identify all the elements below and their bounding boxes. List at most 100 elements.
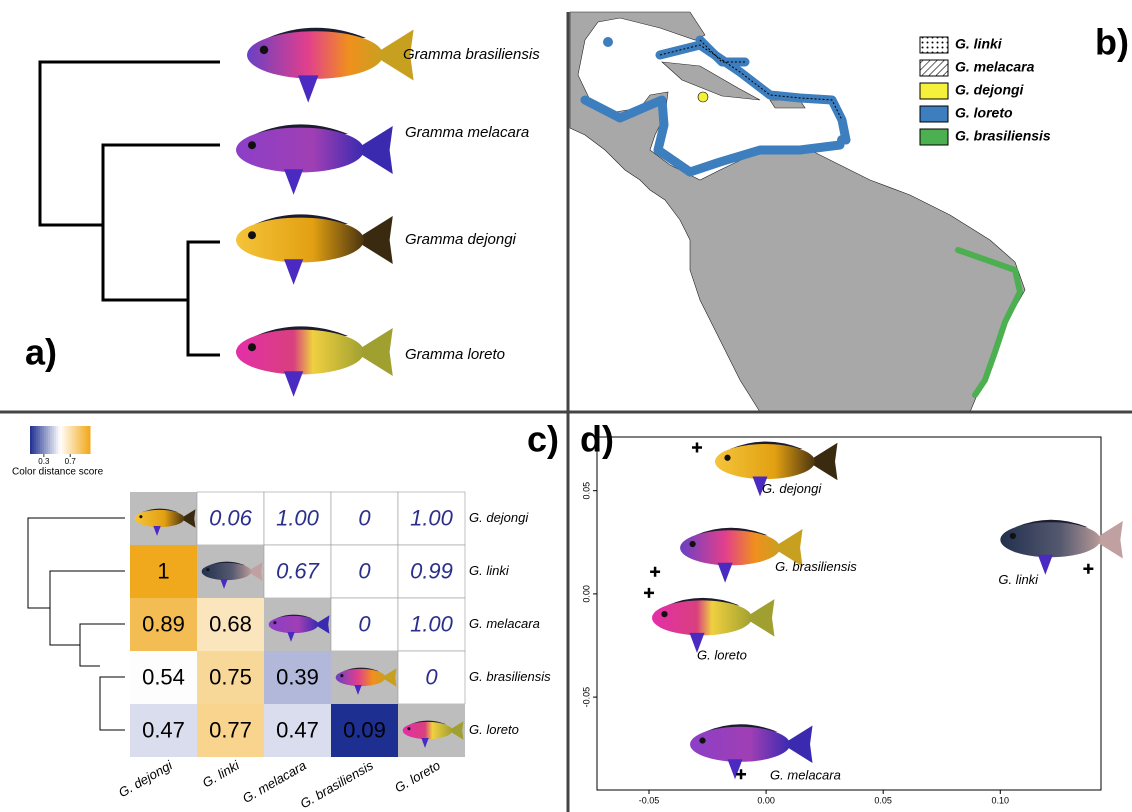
cell-value: 0.06 xyxy=(209,505,253,530)
cell-value: 1 xyxy=(157,558,169,583)
fish-body xyxy=(236,218,364,263)
fish-fin xyxy=(284,371,303,397)
fish-body xyxy=(715,444,815,479)
cell-value: 0 xyxy=(358,611,371,636)
fish-eye xyxy=(1010,533,1016,539)
fish-eye xyxy=(248,231,256,239)
y-tick-label: 0.05 xyxy=(581,482,591,500)
figure: G. linki G. melacara G. dejongi G. loreto G.… xyxy=(0,0,1132,812)
legend-swatch xyxy=(920,106,948,122)
fish-eye xyxy=(206,568,209,571)
fish-eye xyxy=(689,541,695,547)
legend-label: G. melacara xyxy=(955,59,1035,75)
dendrogram xyxy=(28,518,125,730)
colorbar-tick-label: 0.3 xyxy=(38,457,50,466)
fish-eye xyxy=(273,621,276,624)
cell-value: 0 xyxy=(358,505,371,530)
column-label: G. dejongi xyxy=(116,757,176,800)
fish-eye xyxy=(724,455,730,461)
legend-label: G. loreto xyxy=(955,105,1013,121)
fish-eye xyxy=(139,515,142,518)
cell-value: 0.09 xyxy=(343,717,386,742)
legend-swatch xyxy=(920,83,948,99)
row-label: G. melacara xyxy=(469,616,540,631)
cell-value: 0.47 xyxy=(142,717,185,742)
point-label: G. loreto xyxy=(697,647,747,662)
row-label: G. brasiliensis xyxy=(469,669,551,684)
cell-value: 0.39 xyxy=(276,664,319,689)
fish-body xyxy=(1000,522,1100,557)
colorbar-tick-label: 0.7 xyxy=(65,457,77,466)
fish-eye xyxy=(699,737,705,743)
fish-image xyxy=(652,598,775,653)
x-tick-label: 0.10 xyxy=(992,795,1010,805)
cell-value: 0.77 xyxy=(209,717,252,742)
panel-label: a) xyxy=(25,332,57,373)
cell-value: 1.00 xyxy=(410,505,454,530)
fish-eye xyxy=(248,141,256,149)
cell-value: 0.75 xyxy=(209,664,252,689)
cell-value: 0.89 xyxy=(142,611,185,636)
fish-fin xyxy=(718,563,733,583)
cell-value: 0.47 xyxy=(276,717,319,742)
y-tick-label: -0.05 xyxy=(581,687,591,708)
point xyxy=(644,588,654,598)
legend-label: G. dejongi xyxy=(955,82,1025,98)
tip-label: Gramma brasiliensis xyxy=(403,46,540,63)
cell-value: 0.67 xyxy=(276,558,320,583)
cell-value: 0 xyxy=(358,558,371,583)
fish-image xyxy=(236,214,393,284)
point-label: G. dejongi xyxy=(762,481,822,496)
row-label: G. loreto xyxy=(469,722,519,737)
fish-body xyxy=(269,616,319,633)
fish-eye xyxy=(340,674,343,677)
phylogeny xyxy=(40,62,220,355)
point-label: G. brasiliensis xyxy=(775,559,857,574)
fish-body xyxy=(336,669,386,686)
x-tick-label: 0.05 xyxy=(874,795,892,805)
y-tick-label: 0.00 xyxy=(581,585,591,603)
column-label: G. loreto xyxy=(392,758,443,796)
point xyxy=(692,443,702,453)
fish-image xyxy=(1000,520,1123,575)
column-label: G. brasiliensis xyxy=(298,757,377,811)
point-label: G. linki xyxy=(998,572,1039,587)
fish-body xyxy=(202,563,252,580)
fish-eye xyxy=(661,611,667,617)
point-label: G. melacara xyxy=(770,768,841,783)
tip-label: Gramma dejongi xyxy=(405,231,517,248)
point xyxy=(650,567,660,577)
panel-label: b) xyxy=(1095,22,1129,63)
legend-swatch xyxy=(920,129,948,145)
fish-fin xyxy=(298,75,318,102)
fish-fin xyxy=(1038,555,1053,575)
x-tick-label: 0.00 xyxy=(757,795,775,805)
row-label: G. dejongi xyxy=(469,510,529,525)
fish-body xyxy=(652,600,752,635)
legend-label: G. linki xyxy=(955,36,1003,52)
fish-body xyxy=(236,330,364,375)
fish-body xyxy=(135,510,185,527)
x-tick-label: -0.05 xyxy=(639,795,660,805)
fish-fin xyxy=(284,169,303,195)
fish-body xyxy=(236,128,364,173)
tip-label: Gramma melacara xyxy=(405,124,529,141)
legend-label: G. brasiliensis xyxy=(955,128,1051,144)
fish-body xyxy=(247,31,383,79)
colorbar-title: Color distance score xyxy=(12,467,104,478)
cell-value: 0.99 xyxy=(410,558,453,583)
map xyxy=(570,12,1132,412)
cell-value: 0.54 xyxy=(142,664,185,689)
fish-image xyxy=(236,326,393,396)
fish-fin xyxy=(284,259,303,285)
fish-body xyxy=(680,530,780,565)
fish-image xyxy=(247,28,414,103)
fish-image xyxy=(236,124,393,194)
cell-value: 0.68 xyxy=(209,611,252,636)
fish-body xyxy=(690,727,790,762)
row-label: G. linki xyxy=(469,563,510,578)
cell-value: 1.00 xyxy=(276,505,320,530)
legend-swatch xyxy=(920,37,948,53)
fish-eye xyxy=(248,343,256,351)
fish-eye xyxy=(260,46,269,55)
